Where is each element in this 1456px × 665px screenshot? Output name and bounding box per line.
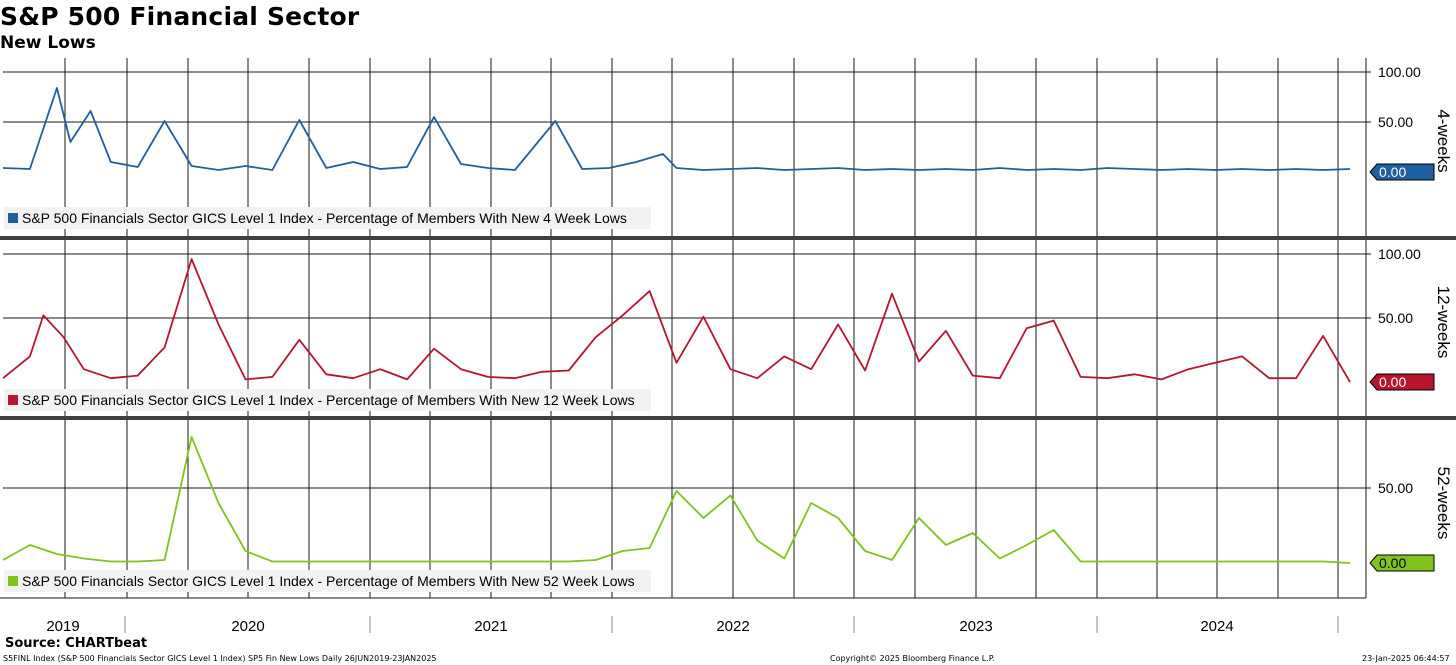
tick-label: 50.00 (1378, 480, 1413, 496)
panel-separator (0, 416, 1456, 420)
panel-label-52-weeks: 52-weeks (1434, 467, 1453, 540)
tick-label: 100.00 (1378, 64, 1421, 80)
legend-box (4, 570, 651, 592)
tick-label: 100.00 (1378, 246, 1421, 262)
tick-label: 50.00 (1378, 114, 1413, 130)
legend-label: S&P 500 Financials Sector GICS Level 1 I… (22, 573, 635, 589)
last-value-tag (1369, 163, 1435, 181)
legend-label: S&P 500 Financials Sector GICS Level 1 I… (22, 210, 627, 226)
last-value-tag (1369, 373, 1435, 391)
legend-swatch (8, 395, 18, 405)
timestamp: 23-Jan-2025 06:44:57 (1362, 654, 1450, 663)
legend-swatch (8, 576, 18, 586)
legend-label: S&P 500 Financials Sector GICS Level 1 I… (22, 392, 635, 408)
legend-box (4, 207, 651, 229)
last-value-label: 0.00 (1379, 555, 1406, 571)
tick-label: 50.00 (1378, 310, 1413, 326)
year-label: 2019 (46, 618, 79, 635)
series-line-52-weeks (2, 436, 1351, 564)
year-label: 2022 (716, 618, 749, 635)
series-line-12-weeks (2, 258, 1351, 383)
last-value-tag (1369, 554, 1435, 572)
panel-label-12-weeks: 12-weeks (1434, 286, 1453, 359)
last-value-label: 0.00 (1379, 164, 1406, 180)
legend-swatch (8, 213, 18, 223)
panel-label-4-weeks: 4-weeks (1434, 109, 1453, 172)
page-title: S&P 500 Financial Sector (0, 2, 360, 31)
legend-box (4, 389, 651, 411)
year-label: 2024 (1200, 618, 1233, 635)
copyright: Copyright© 2025 Bloomberg Finance L.P. (830, 654, 995, 663)
page-subtitle: New Lows (0, 33, 96, 53)
series-line-4-weeks (2, 87, 1351, 171)
year-label: 2021 (474, 618, 507, 635)
panel-separator (0, 236, 1456, 240)
ticker-info: S5FINL Index (S&P 500 Financials Sector … (3, 654, 437, 663)
year-label: 2023 (959, 618, 992, 635)
last-value-label: 0.00 (1379, 374, 1406, 390)
source-note: Source: CHARTbeat (5, 636, 148, 651)
year-label: 2020 (231, 618, 264, 635)
